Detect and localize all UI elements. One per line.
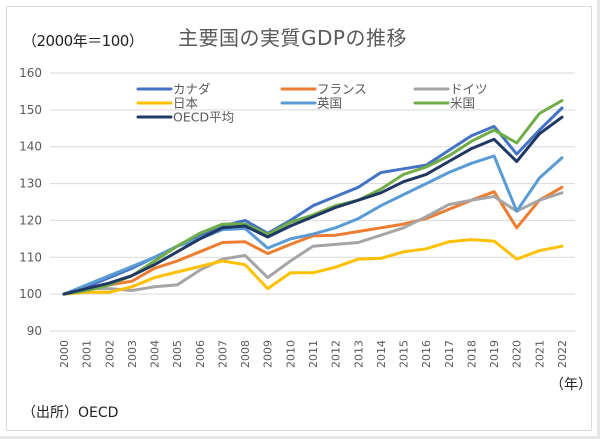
legend-label: 米国 <box>450 96 475 111</box>
chart-title: 主要国の実質GDPの推移 <box>178 26 407 50</box>
y-unit-label: （2000年＝100） <box>22 32 144 50</box>
x-tick-label: 2008 <box>239 340 252 368</box>
y-tick-label: 110 <box>19 250 42 264</box>
series-line <box>62 238 564 296</box>
legend-label: ドイツ <box>450 82 488 97</box>
x-tick-label: 2012 <box>330 340 343 368</box>
legend-label: 英国 <box>317 96 342 111</box>
legend-label: OECD平均 <box>173 110 234 125</box>
series-line <box>62 185 564 296</box>
legend-label: 日本 <box>173 96 199 111</box>
x-tick-label: 2018 <box>465 340 478 368</box>
x-tick-label: 2010 <box>284 340 297 368</box>
x-tick-label: 2017 <box>443 340 456 368</box>
series-line <box>62 106 564 296</box>
x-tick-label: 2006 <box>194 340 207 368</box>
x-tick-label: 2011 <box>307 340 320 368</box>
x-tick-label: 2004 <box>149 340 162 368</box>
x-tick-label: 2020 <box>511 340 524 368</box>
y-axis-ticks: 90 100 110 120 130 140 150 160 <box>19 66 42 338</box>
x-tick-label: 2007 <box>216 340 229 368</box>
y-tick-label: 120 <box>19 213 42 227</box>
y-tick-label: 90 <box>27 324 42 338</box>
series-line <box>62 115 564 296</box>
x-tick-label: 2022 <box>556 340 569 368</box>
y-tick-label: 150 <box>19 103 42 117</box>
y-tick-label: 140 <box>19 140 42 154</box>
x-tick-label: 2019 <box>488 340 501 368</box>
x-tick-label: 2002 <box>103 340 116 368</box>
x-tick-label: 2003 <box>126 340 139 368</box>
x-tick-label: 2016 <box>420 340 433 368</box>
x-tick-label: 2009 <box>262 340 275 368</box>
x-axis-unit-label: （年） <box>550 377 592 393</box>
x-tick-label: 2015 <box>398 340 411 368</box>
x-tick-label: 2021 <box>533 340 546 368</box>
x-tick-label: 2005 <box>171 340 184 368</box>
source-note: （出所）OECD <box>22 405 119 421</box>
x-axis-ticks: 2000 2001 2002 2003 2004 2005 2006 2007 2008 2009… <box>58 340 569 368</box>
x-tick-label: 2014 <box>375 340 388 368</box>
legend-label: フランス <box>317 82 367 97</box>
x-tick-label: 2000 <box>58 340 71 368</box>
y-tick-label: 160 <box>19 66 42 80</box>
series-line <box>62 191 564 296</box>
y-tick-label: 100 <box>19 287 42 301</box>
x-tick-label: 2013 <box>352 340 365 368</box>
series-line <box>62 99 564 296</box>
y-tick-label: 130 <box>19 177 42 191</box>
x-tick-label: 2001 <box>81 340 94 368</box>
series-lines <box>62 99 564 296</box>
legend-label: カナダ <box>173 82 211 97</box>
series-line <box>62 154 564 296</box>
gridlines <box>50 72 575 332</box>
